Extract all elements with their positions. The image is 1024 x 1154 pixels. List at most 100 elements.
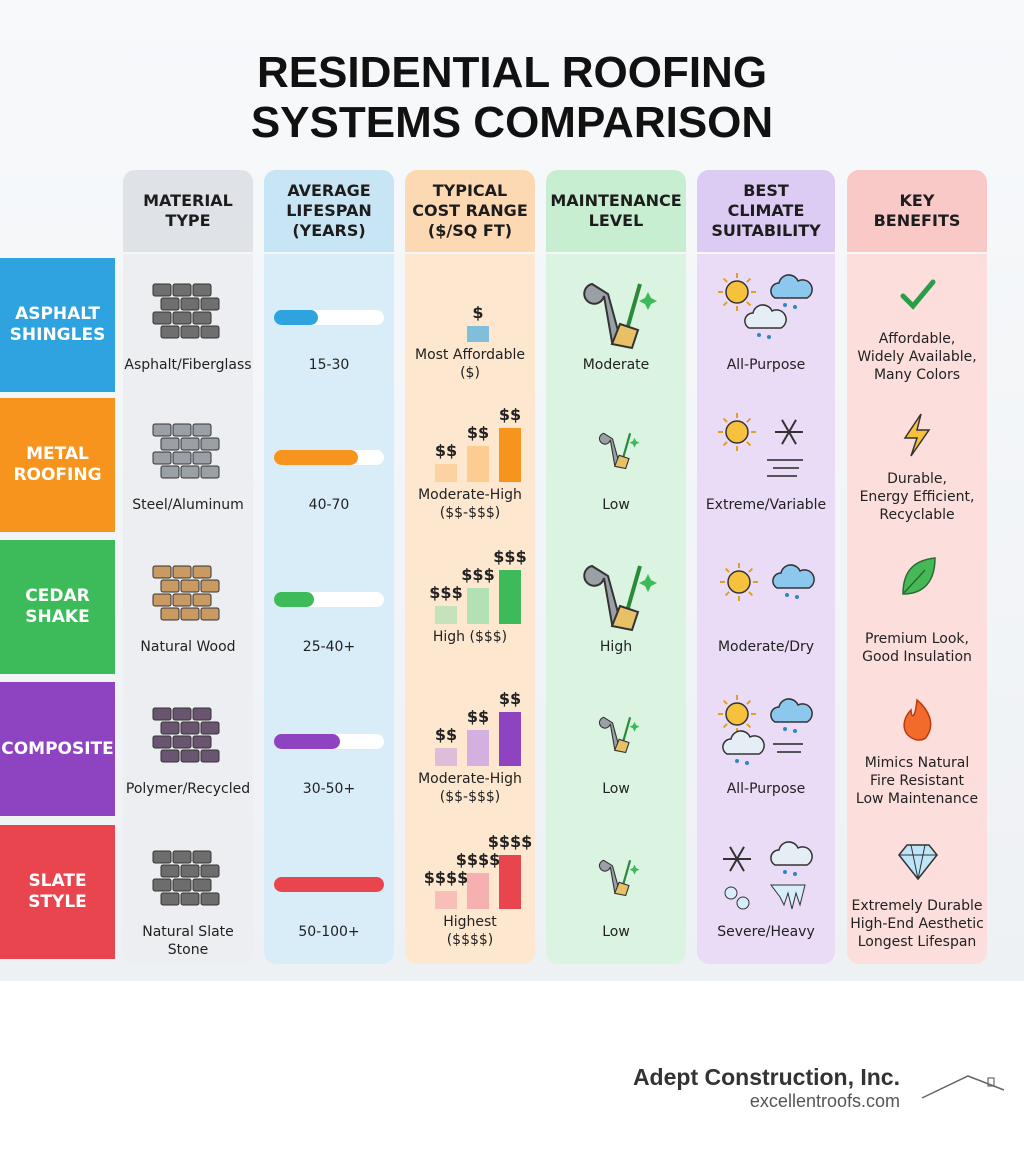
cost-bar [435,606,457,624]
material-text: Polymer/Recycled [125,781,251,797]
row-label-line: SHINGLES [9,325,106,345]
benefits-text-line: Good Insulation [862,649,972,665]
cost-bar [467,446,489,482]
footer-brand: Adept Construction, Inc. excellentroofs.… [633,1064,900,1112]
cost-bar [435,748,457,766]
benefits-text-line: Extremely Durable [851,898,983,914]
column-header: KEY BENEFITS [847,170,987,252]
title-line: RESIDENTIAL ROOFING [256,48,768,97]
benefit-icon-svg [902,557,936,595]
cost-bar [435,891,457,909]
benefit-icon-svg [898,844,938,881]
cost-tier-label: $$ [434,725,458,744]
cost-bar [499,712,521,766]
row-label-line: METAL [26,444,89,464]
row-label-bg [0,540,115,674]
benefits-text-line: Widely Available, [857,349,977,365]
material-text: Asphalt/Fiberglass [124,357,252,373]
benefits-text-line: High-End Aesthetic [850,916,984,932]
cost-tier-label: $$$$ [455,850,501,869]
material-icon [145,278,231,344]
row-label-line: STYLE [28,892,87,912]
cost-text-line: ($$-$$$) [439,789,501,805]
column-header-line: LEVEL [588,211,644,230]
climate-icon [717,410,815,490]
column-header-line: MATERIAL [143,191,233,210]
maintenance-icon-svg [598,859,640,897]
row-label-line: COMPOSITE [1,738,114,759]
lifespan-text: 50-100+ [298,924,360,940]
climate-icon [717,552,815,632]
benefits-text-line: Energy Efficient, [859,489,975,505]
row-label: SLATE STYLE [0,825,115,959]
cost-text: Highest ($$$$) [405,913,535,949]
maintenance-icon-svg [583,282,657,350]
cost-text-line: High ($$$) [432,629,508,645]
cost-bar [499,855,521,909]
column-header: TYPICAL COST RANGE ($/SQ FT) [405,170,535,252]
benefit-icon-svg [903,698,932,741]
row-label-bg [0,398,115,532]
benefit-icon [895,839,941,885]
benefits-text: Mimics Natural Fire Resistant Low Maintena… [847,754,987,808]
maintenance-icon [578,278,658,352]
benefits-text: Durable, Energy Efficient, Recyclable [847,470,987,524]
cost-bar [499,428,521,482]
material-icon [145,845,231,911]
row-label-line: ROOFING [13,465,102,485]
column-header: MAINTENANCE LEVEL [546,170,686,252]
cost-tier-label: $$$ [493,547,527,566]
benefits-text-line: Low Maintenance [855,791,979,807]
website: excellentroofs.com [749,1091,900,1111]
material-text: Natural Wood [140,639,236,655]
climate-text: All-Purpose [726,781,806,797]
column-header-bg [546,170,686,252]
benefits-text-line: Affordable, [878,331,956,347]
climate-icon-svg [718,413,803,477]
lifespan-fill [274,877,384,892]
benefit-icon [895,554,941,600]
title-line: SYSTEMS COMPARISON [250,98,774,147]
row-label-bg [0,258,115,392]
climate-text: Severe/Heavy [717,924,815,940]
benefits-text-line: Many Colors [873,367,961,383]
climate-icon-svg [718,273,813,339]
cost-tier-label: $$$ [429,583,463,602]
column-header-line: (YEARS) [292,221,366,240]
benefits-text-line: Fire Resistant [869,773,965,789]
column-header-bg [847,170,987,252]
row-label: METAL ROOFING [0,398,115,532]
material-icon-svg [152,565,220,621]
cost-tier-label: $$$ [461,565,495,584]
column-header-line: BENEFITS [873,211,961,230]
climate-icon-svg [723,841,813,910]
maintenance-text: Low [602,497,630,513]
material-icon-svg [152,707,220,763]
cost-tier-label: $$ [498,689,522,708]
cost-tier-label: $$$$ [423,868,469,887]
lifespan-fill [274,450,358,465]
benefits-text-line: Recyclable [879,507,955,523]
cost-text-line: ($$$$) [446,932,494,948]
maintenance-icon [596,857,642,899]
cost-text-line: ($) [460,365,480,381]
cost-bar [467,326,489,342]
row-label-line: SLATE [28,871,87,891]
benefit-icon-svg [900,279,936,310]
climate-icon [717,694,815,774]
maintenance-icon [596,430,642,472]
row-label-line: ASPHALT [15,304,100,324]
climate-icon [717,837,815,917]
lifespan-fill [274,310,318,325]
column-header-line: ($/SQ FT) [427,221,513,240]
maintenance-text: Moderate [582,357,650,373]
material-text: Natural Slate Stone [142,924,234,958]
column-header-line: AVERAGE [287,181,371,200]
row-label: CEDAR SHAKE [0,540,115,674]
column-header-line: TYPE [165,211,211,230]
column-header: AVERAGE LIFESPAN (YEARS) [264,170,394,252]
cost-text: High ($$$) [405,628,535,646]
column-bg [264,254,394,964]
title: RESIDENTIAL ROOFING SYSTEMS COMPARISON [0,48,1024,148]
benefits-text-line: Longest Lifespan [857,934,977,950]
